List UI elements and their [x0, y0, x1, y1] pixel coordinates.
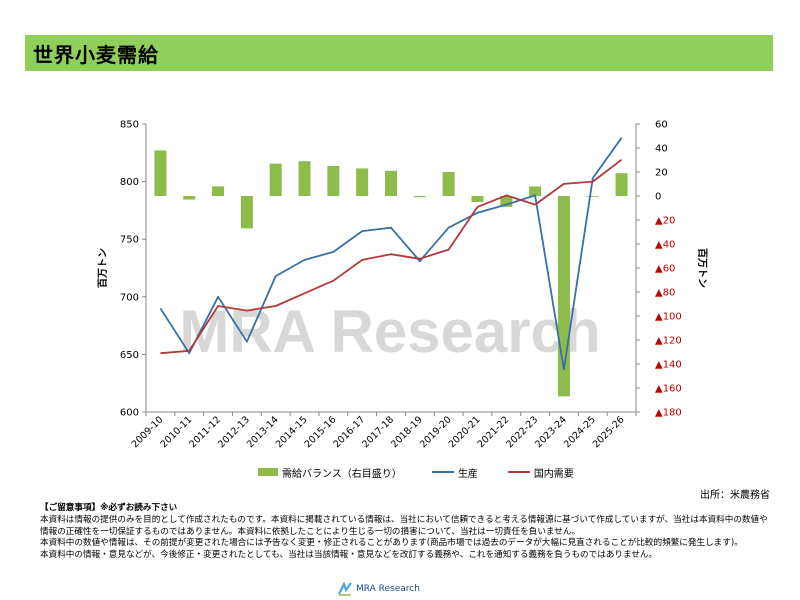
- balance-bar: [615, 173, 628, 196]
- plot-area: 600 650 700 750 800 850 60 40 20 0 ▲20 ▲40 ▲60 ▲80 ▲10…: [120, 120, 682, 451]
- left-tick-label: 800: [120, 177, 139, 188]
- balance-bar: [356, 168, 369, 196]
- balance-bar: [529, 186, 542, 196]
- right-tick-label: ▲160: [655, 384, 682, 395]
- balance-bar: [183, 196, 196, 200]
- legend-item-balance: 需給バランス（右目盛り）: [258, 465, 402, 480]
- left-tick-label: 700: [120, 292, 139, 303]
- balance-bar: [385, 170, 397, 196]
- page-title: 世界小麦需給: [33, 42, 159, 67]
- right-tick-label: ▲20: [655, 216, 675, 227]
- right-tick-label: ▲120: [655, 336, 682, 347]
- left-tick-label: 750: [120, 235, 139, 246]
- right-tick-label: 0: [655, 192, 661, 203]
- disclaimer-line: 本資料は情報の提供のみを目的として作成されたものです。本資料に掲載されている情報…: [40, 514, 768, 537]
- right-tick-label: ▲40: [655, 240, 675, 251]
- chart-legend: 需給バランス（右目盛り） 生産 国内需要: [258, 464, 604, 480]
- right-tick-label: ▲140: [655, 360, 682, 371]
- balance-bar: [298, 161, 311, 196]
- legend-label-consumption: 国内需要: [533, 468, 574, 480]
- balance-bar: [327, 166, 340, 196]
- footer-logo: MRA Research: [338, 581, 420, 597]
- production-line: [159, 137, 623, 371]
- legend-item-consumption: 国内需要: [507, 465, 574, 480]
- right-tick-label: ▲180: [655, 408, 682, 419]
- left-axis-title: 百万トン: [97, 248, 109, 288]
- x-tick-label: 2025-26: [591, 414, 627, 450]
- balance-bar: [500, 196, 513, 207]
- balance-bar: [471, 196, 484, 202]
- legend-label-balance: 需給バランス（右目盛り）: [282, 468, 402, 480]
- consumption-line: [160, 158, 623, 355]
- legend-swatch-consumption: [507, 471, 530, 473]
- right-tick-label: ▲100: [655, 312, 682, 323]
- right-tick-label: ▲60: [655, 264, 675, 275]
- brand-logo-icon: [338, 582, 352, 596]
- right-tick-label: 20: [655, 168, 668, 179]
- balance-bar: [442, 172, 455, 196]
- right-axis-title: 百万トン: [696, 248, 708, 288]
- disclaimer-notes: 【ご留意事項】※必ずお読み下さい 本資料は情報の提供のみを目的として作成されたも…: [40, 503, 770, 562]
- disclaimer-heading: 【ご留意事項】※必ずお読み下さい: [40, 503, 178, 513]
- left-tick-label: 600: [120, 408, 139, 419]
- source-note: 出所：米農務省: [700, 490, 770, 501]
- disclaimer-line: 本資料中の情報・意見などが、今後修正・変更されたとしても、当社は当該情報・意見な…: [40, 550, 658, 561]
- right-tick-label: 60: [655, 120, 668, 131]
- footer-brand: MRA Research: [356, 584, 420, 594]
- balance-bar: [586, 196, 599, 197]
- disclaimer-line: 本資料中の数値や情報は、その前提が変更された場合には予告なく変更・修正されること…: [40, 538, 743, 549]
- legend-swatch-production: [431, 471, 454, 473]
- title-bar: 世界小麦需給: [25, 35, 773, 71]
- legend-label-production: 生産: [457, 468, 478, 480]
- right-tick-label: ▲80: [655, 288, 675, 299]
- balance-bar: [413, 196, 426, 198]
- balance-bar: [240, 196, 253, 229]
- balance-bar: [269, 163, 282, 196]
- legend-swatch-balance: [258, 468, 278, 476]
- balance-bar: [212, 186, 225, 196]
- left-tick-label: 850: [120, 120, 139, 131]
- left-tick-label: 650: [120, 350, 139, 361]
- right-tick-label: 40: [655, 144, 668, 155]
- balance-bar: [154, 150, 167, 196]
- legend-item-production: 生産: [431, 465, 478, 480]
- watermark: MRA Research: [179, 298, 600, 365]
